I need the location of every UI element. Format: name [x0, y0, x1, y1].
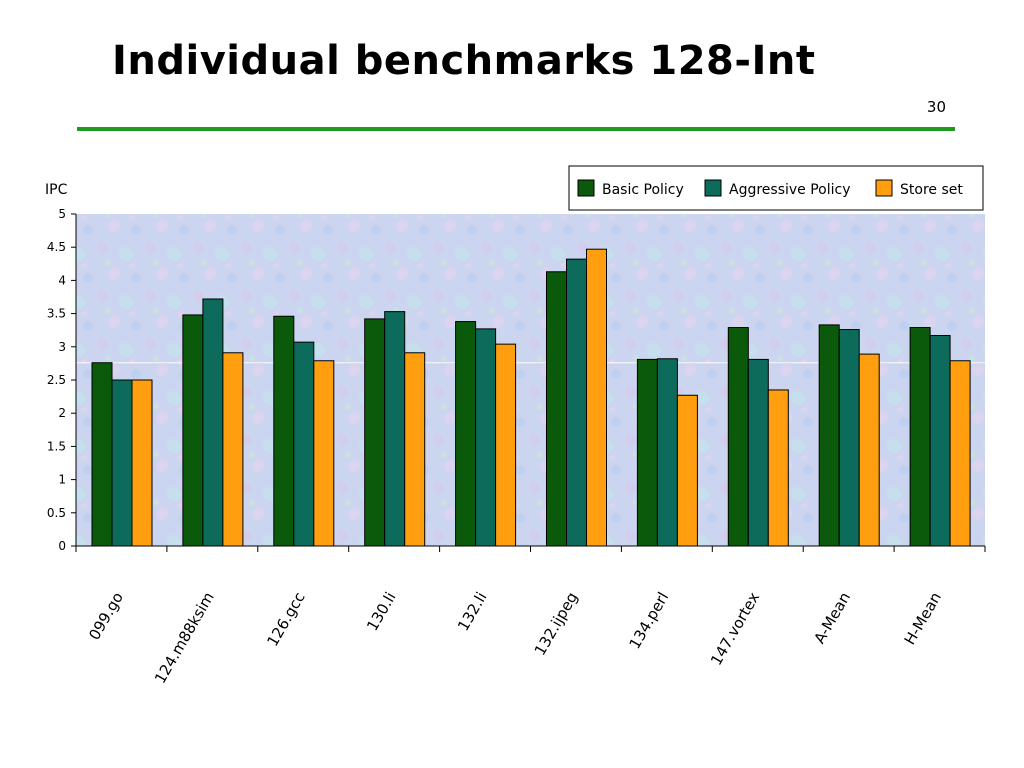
bar-aggressive-policy-147-vortex	[747, 358, 769, 547]
bar-store-set-147-vortex	[767, 389, 789, 547]
bar-store-set-132-ijpeg	[586, 248, 607, 547]
bar-basic-policy-a-mean	[818, 324, 840, 547]
bar-aggressive-policy-134-perl	[656, 358, 678, 547]
bar-basic-policy-134-perl	[636, 358, 658, 547]
legend-label: Store set	[900, 182, 963, 198]
x-category-label: 132.ijpeg	[531, 589, 582, 659]
y-tick-label: 3	[58, 340, 66, 354]
x-category-label: 099.go	[85, 589, 127, 643]
x-category-label: 147.vortex	[707, 589, 763, 669]
y-tick-label: 0	[58, 539, 66, 553]
bar-basic-policy-130-li	[364, 318, 386, 547]
bar-store-set-124-m88ksim	[222, 352, 244, 547]
x-category-label: 134.perl	[625, 589, 672, 652]
bar-basic-policy-099-go	[91, 362, 113, 547]
bar-basic-policy-132-ijpeg	[546, 271, 567, 547]
x-category-label: H-Mean	[901, 589, 945, 648]
bar-store-set-h-mean	[949, 360, 971, 547]
bar-aggressive-policy-126-gcc	[293, 341, 315, 547]
x-category-label: 132.li	[454, 589, 490, 634]
bar-aggressive-policy-h-mean	[929, 335, 951, 547]
slide-title: Individual benchmarks 128-Int	[112, 38, 816, 84]
x-category-label: 126.gcc	[263, 589, 308, 649]
legend-swatch	[577, 179, 595, 197]
bar-aggressive-policy-132-li	[475, 328, 497, 547]
y-tick-label: 3.5	[47, 307, 66, 321]
bar-aggressive-policy-130-li	[384, 311, 406, 547]
bar-store-set-a-mean	[858, 353, 880, 547]
legend-label: Basic Policy	[602, 182, 684, 198]
x-category-label: 130.li	[363, 589, 399, 634]
y-tick-label: 5	[58, 207, 66, 221]
bar-basic-policy-124-m88ksim	[182, 314, 204, 547]
y-tick-label: 1	[58, 473, 66, 487]
bar-store-set-134-perl	[676, 394, 698, 547]
bar-aggressive-policy-132-ijpeg	[566, 258, 587, 547]
slide-number: 30	[926, 98, 946, 116]
x-category-label: 124.m88ksim	[151, 589, 218, 687]
bar-store-set-130-li	[404, 352, 426, 547]
bar-basic-policy-147-vortex	[727, 327, 749, 547]
x-category-label: A-Mean	[810, 589, 854, 647]
y-tick-label: 1.5	[47, 439, 66, 453]
y-axis-title: IPC	[45, 182, 68, 198]
bar-aggressive-policy-124-m88ksim	[202, 298, 224, 547]
y-tick-label: 2.5	[47, 373, 66, 387]
y-tick-label: 4	[58, 273, 66, 287]
title-divider	[77, 127, 955, 131]
legend-label: Aggressive Policy	[729, 182, 851, 198]
legend-swatch	[875, 179, 893, 197]
y-tick-label: 4.5	[47, 240, 66, 254]
legend-swatch	[704, 179, 722, 197]
bar-basic-policy-126-gcc	[273, 315, 295, 547]
y-tick-label: 2	[58, 406, 66, 420]
bar-store-set-099-go	[131, 379, 153, 547]
y-tick-label: 0.5	[47, 506, 66, 520]
bar-store-set-126-gcc	[313, 360, 335, 547]
bar-aggressive-policy-a-mean	[838, 329, 860, 547]
legend-box	[568, 165, 984, 211]
bar-aggressive-policy-099-go	[111, 379, 133, 547]
bar-store-set-132-li	[495, 343, 517, 547]
bar-basic-policy-h-mean	[909, 327, 931, 547]
bar-basic-policy-132-li	[455, 321, 477, 547]
